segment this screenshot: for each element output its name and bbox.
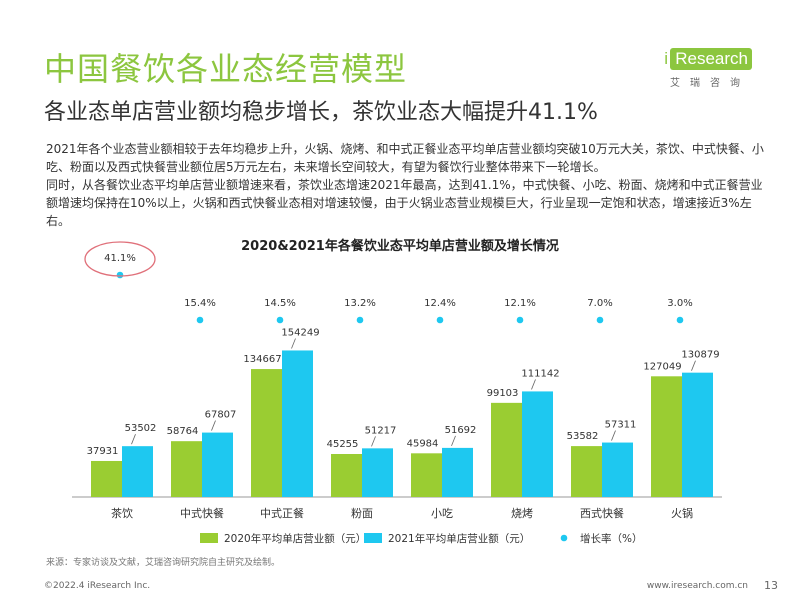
data-label-2020: 45255	[327, 439, 359, 450]
logo-background	[670, 48, 752, 70]
bar-2020	[411, 453, 442, 497]
summary-text: 2021年各个业态营业额相较于去年均稳步上升，火锅、烧烤、和中式正餐业态平均单店…	[46, 140, 764, 230]
growth-point	[116, 271, 124, 279]
category-label: 小吃	[431, 507, 453, 520]
page-subtitle: 各业态单店营业额均稳步增长，茶饮业态大幅提升41.1%	[44, 100, 598, 125]
growth-point	[436, 316, 444, 324]
iresearch-logo: i Research 艾瑞咨询	[652, 48, 752, 89]
growth-point	[516, 316, 524, 324]
label-leader-line	[371, 436, 376, 447]
data-label-2020: 58764	[167, 426, 199, 437]
bar-2021	[202, 432, 233, 497]
copyright: ©2022.4 iResearch Inc.	[44, 581, 151, 591]
growth-label: 15.4%	[184, 298, 216, 309]
bar-2021	[122, 446, 153, 497]
growth-point	[676, 316, 684, 324]
category-label: 火锅	[671, 507, 693, 520]
category-label: 中式正餐	[260, 506, 304, 520]
growth-point	[196, 316, 204, 324]
legend-dot	[560, 534, 568, 542]
source-note: 来源：专家访谈及文献，艾瑞咨询研究院自主研究及绘制。	[46, 556, 280, 568]
growth-label: 3.0%	[667, 298, 692, 309]
label-leader-line	[211, 420, 216, 431]
bar-2021	[442, 447, 473, 497]
bar-2020	[491, 402, 522, 497]
growth-label: 7.0%	[587, 298, 612, 309]
data-label-2020: 37931	[87, 446, 119, 457]
data-label-2021: 51692	[445, 425, 477, 436]
page-number: 13	[764, 579, 778, 592]
bar-2020	[571, 446, 602, 497]
bar-2020	[171, 441, 202, 497]
bar-2021	[282, 350, 313, 497]
data-label-2020: 53582	[567, 431, 599, 442]
category-label: 茶饮	[111, 507, 133, 520]
growth-point	[596, 316, 604, 324]
legend-label: 2021年平均单店营业额（元）	[388, 532, 530, 545]
data-label-2021: 57311	[605, 420, 637, 431]
label-leader-line	[611, 430, 616, 441]
growth-label: 41.1%	[104, 253, 136, 264]
bar-2021	[682, 372, 713, 497]
label-leader-line	[531, 379, 536, 390]
bar-chart: 2020&2021年各餐饮业态平均单店营业额及增长情况 37931 53502 茶饮…	[46, 238, 722, 568]
website: www.iresearch.com.cn	[646, 581, 748, 591]
category-label: 西式快餐	[580, 506, 624, 520]
growth-point	[356, 316, 364, 324]
chart-title: 2020&2021年各餐饮业态平均单店营业额及增长情况	[241, 238, 559, 254]
legend-swatch	[200, 533, 218, 543]
bar-2020	[91, 460, 122, 497]
data-label-2021: 53502	[125, 423, 157, 434]
data-label-2021: 130879	[681, 350, 719, 361]
bar-2020	[331, 454, 362, 497]
logo-name: Research	[675, 49, 748, 68]
label-leader-line	[691, 360, 696, 371]
category-label: 中式快餐	[180, 506, 224, 520]
logo-cn-text: 艾瑞咨询	[670, 78, 750, 89]
bar-2021	[522, 391, 553, 497]
data-label-2021: 154249	[281, 327, 319, 338]
category-label: 粉面	[351, 507, 373, 520]
page-title: 中国餐饮各业态经营模型	[44, 50, 408, 88]
growth-label: 12.1%	[504, 298, 536, 309]
growth-label: 12.4%	[424, 298, 456, 309]
summary-paragraph-1: 2021年各个业态营业额相较于去年均稳步上升，火锅、烧烤、和中式正餐业态平均单店…	[46, 142, 764, 174]
bar-2020	[251, 369, 282, 497]
growth-label: 14.5%	[264, 298, 296, 309]
legend-label: 增长率（%）	[580, 532, 642, 545]
category-label: 烧烤	[511, 506, 533, 520]
data-label-2020: 127049	[643, 361, 681, 372]
logo-mark: i	[664, 49, 668, 68]
legend-swatch	[364, 533, 382, 543]
data-label-2020: 99103	[487, 388, 519, 399]
growth-point	[276, 316, 284, 324]
data-label-2021: 111142	[521, 368, 559, 379]
bar-2020	[651, 376, 682, 497]
growth-label: 13.2%	[344, 298, 376, 309]
legend-label: 2020年平均单店营业额（元）	[224, 532, 366, 545]
summary-paragraph-2: 同时，从各餐饮业态平均单店营业额增速来看，茶饮业态增速2021年最高，达到41.…	[46, 178, 763, 228]
data-label-2020: 134667	[243, 354, 281, 365]
bar-2021	[602, 442, 633, 497]
label-leader-line	[451, 435, 456, 447]
label-leader-line	[131, 434, 136, 445]
label-leader-line	[291, 338, 296, 349]
bar-2021	[362, 448, 393, 497]
data-label-2021: 51217	[365, 425, 397, 436]
data-label-2021: 67807	[205, 410, 237, 421]
highlight-ellipse	[84, 241, 156, 277]
data-label-2020: 45984	[407, 438, 439, 449]
